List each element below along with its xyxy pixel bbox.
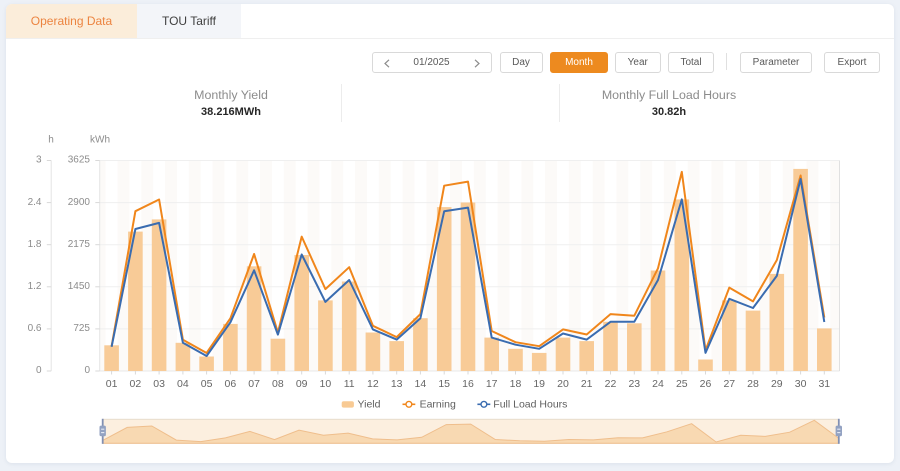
svg-text:31: 31 (818, 378, 830, 390)
svg-text:1.8: 1.8 (28, 239, 42, 250)
svg-text:26: 26 (700, 378, 712, 390)
svg-text:24: 24 (652, 378, 664, 390)
svg-text:20: 20 (557, 378, 569, 390)
svg-text:11: 11 (344, 378, 355, 390)
svg-text:725: 725 (73, 323, 90, 334)
svg-text:18: 18 (510, 378, 522, 390)
svg-text:3: 3 (36, 155, 42, 166)
svg-text:16: 16 (462, 378, 474, 390)
svg-text:kWh: kWh (90, 135, 110, 146)
svg-text:05: 05 (201, 378, 213, 390)
svg-text:03: 03 (153, 378, 165, 390)
svg-text:06: 06 (225, 378, 237, 390)
svg-text:19: 19 (533, 378, 545, 390)
svg-text:0: 0 (36, 365, 42, 376)
svg-text:22: 22 (605, 378, 617, 390)
svg-text:2.4: 2.4 (28, 197, 42, 208)
svg-text:28: 28 (747, 378, 759, 390)
svg-text:29: 29 (771, 378, 783, 390)
svg-text:2900: 2900 (68, 197, 91, 208)
svg-text:h: h (48, 135, 54, 146)
svg-text:1.2: 1.2 (28, 281, 42, 292)
svg-text:15: 15 (438, 378, 450, 390)
svg-text:25: 25 (676, 378, 688, 390)
svg-text:Earning: Earning (420, 399, 456, 411)
svg-text:0: 0 (84, 365, 90, 376)
svg-text:01: 01 (106, 378, 118, 390)
svg-text:13: 13 (391, 378, 403, 390)
svg-text:02: 02 (130, 378, 142, 390)
svg-text:12: 12 (367, 378, 379, 390)
svg-text:3625: 3625 (68, 155, 91, 166)
svg-text:Full Load Hours: Full Load Hours (493, 399, 567, 411)
svg-text:21: 21 (581, 378, 593, 390)
svg-text:23: 23 (628, 378, 640, 390)
svg-text:2175: 2175 (68, 239, 91, 250)
svg-text:1450: 1450 (68, 281, 91, 292)
svg-text:17: 17 (486, 378, 498, 390)
svg-text:07: 07 (248, 378, 260, 390)
svg-text:Yield: Yield (358, 399, 381, 411)
svg-text:27: 27 (723, 378, 735, 390)
svg-text:14: 14 (415, 378, 427, 390)
svg-text:10: 10 (320, 378, 332, 390)
svg-text:08: 08 (272, 378, 284, 390)
svg-text:09: 09 (296, 378, 308, 390)
svg-text:30: 30 (795, 378, 807, 390)
svg-text:0.6: 0.6 (28, 323, 42, 334)
svg-text:04: 04 (177, 378, 189, 390)
